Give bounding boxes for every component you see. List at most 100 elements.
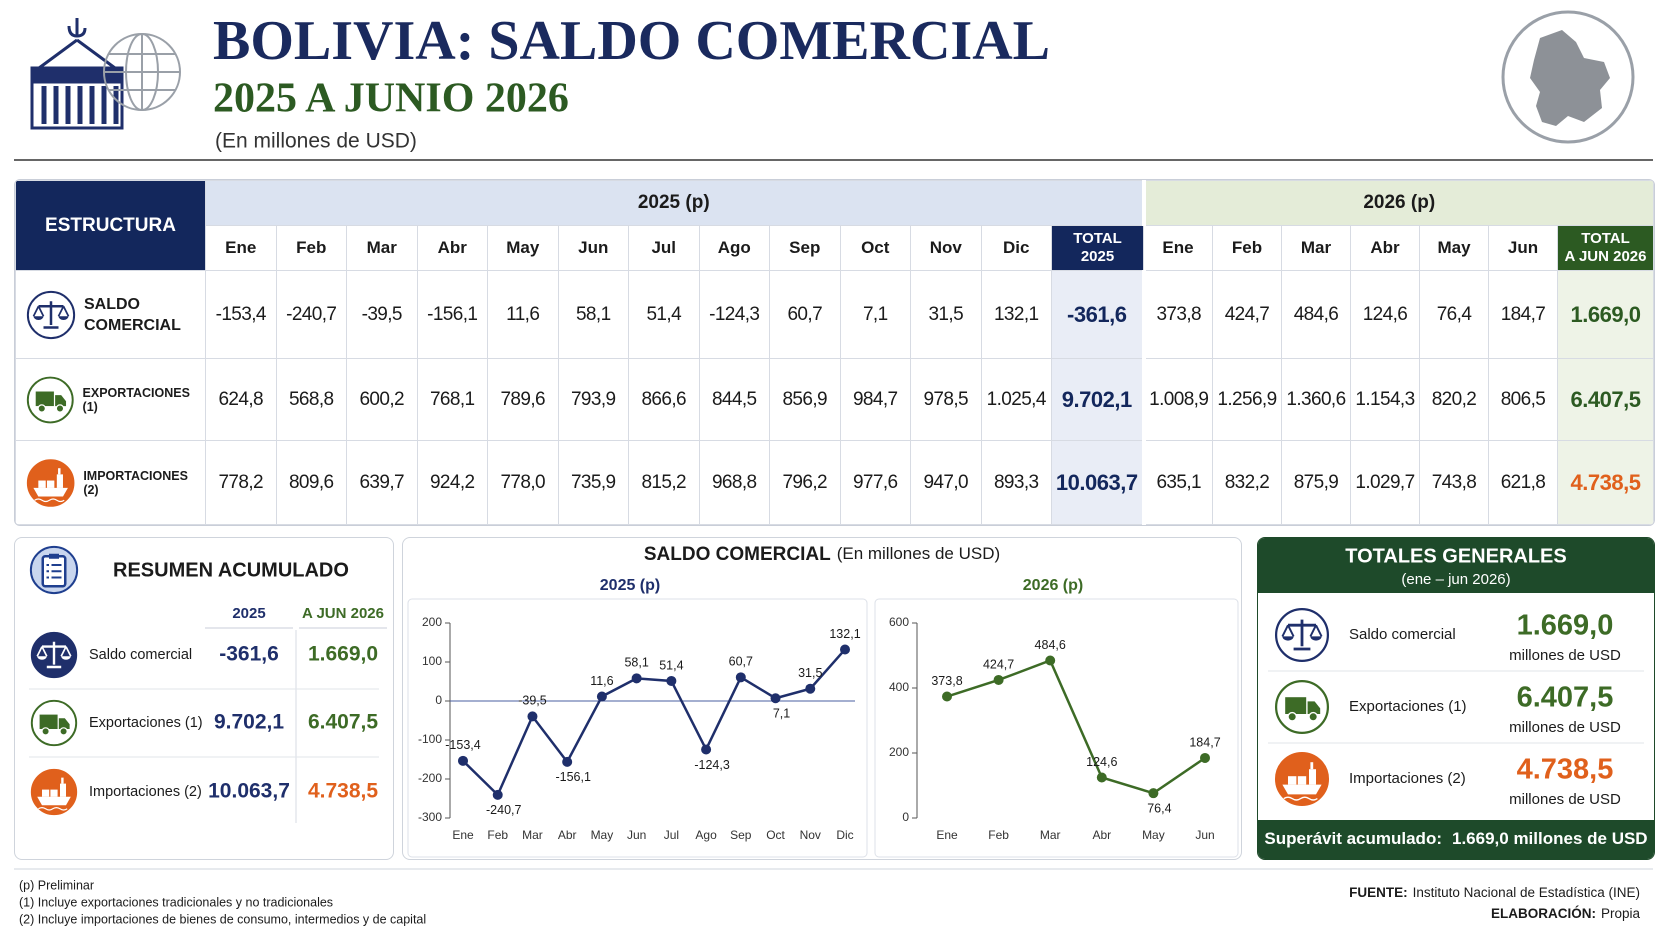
value-cell: 600,2 <box>346 358 418 441</box>
value-cell: 11,6 <box>487 270 559 359</box>
value-cell: 1.008,9 <box>1141 358 1213 441</box>
value-cell: 58,1 <box>557 270 629 359</box>
month-header: Ago <box>698 225 770 271</box>
month-header: Oct <box>839 225 911 271</box>
row-label-box: SALDO COMERCIAL <box>16 290 205 340</box>
icon-rect <box>60 783 66 797</box>
x-tick-label: Feb <box>487 828 508 842</box>
summary-row-label: Saldo comercial <box>89 647 192 663</box>
icon-circle <box>41 727 50 736</box>
totals-panel: TOTALES GENERALES (ene – jun 2026) Saldo c… <box>1257 537 1655 860</box>
icon-clip <box>29 545 79 595</box>
x-tick-label: Ene <box>452 828 474 842</box>
total-cell: 1.669,0 <box>1557 270 1654 359</box>
value-cell: 844,5 <box>698 358 770 441</box>
point <box>527 711 538 722</box>
total-cell: 9.702,1 <box>1051 358 1144 441</box>
total-header: TOTAL A JUN 2026 <box>1557 225 1654 271</box>
point <box>562 756 573 767</box>
x-tick-label: May <box>1142 828 1165 842</box>
data-row: EXPORTACIONES (1) 624,8 568,8 600,2 768,1 789… <box>15 358 1654 441</box>
value-cell: 977,6 <box>839 440 911 525</box>
totals-graphic: TOTALES GENERALES (ene – jun 2026) Saldo c… <box>1258 538 1654 859</box>
y-tick-label: 400 <box>889 680 909 694</box>
icon-truck <box>26 376 74 423</box>
value-cell: -124,3 <box>698 270 770 359</box>
series-line <box>462 648 846 798</box>
icon-path <box>36 646 72 657</box>
value-cell: -156,1 <box>416 270 488 359</box>
icon-path <box>1288 619 1316 651</box>
credit-elaboration: ELABORACIÓN: Propia <box>1491 906 1641 921</box>
month-header: Jun <box>557 225 629 271</box>
icon-rect <box>38 480 46 488</box>
x-tick-label: Sep <box>730 828 752 842</box>
total-header-line: TOTAL <box>1073 230 1122 247</box>
totals-footer: Superávit acumulado: 1.669,0 millones de … <box>1264 829 1647 848</box>
summary-panel: RESUMEN ACUMULADO 2025 A JUN 2026 Saldo com… <box>14 537 394 860</box>
group-header: 2026 (p) <box>1141 180 1654 226</box>
value-cell: 984,7 <box>839 358 911 441</box>
icon-rect <box>39 714 58 729</box>
summary-graphic: RESUMEN ACUMULADO 2025 A JUN 2026 Saldo com… <box>29 545 387 823</box>
x-tick-label: Jun <box>627 828 646 842</box>
icon-truck <box>1274 679 1330 735</box>
value-cell: 1.256,9 <box>1212 358 1282 441</box>
icon-path <box>34 497 65 502</box>
total-header-line: 2025 <box>1080 248 1115 265</box>
x-tick-label: Mar <box>522 828 543 842</box>
footnote: (p) Preliminar <box>19 878 94 892</box>
footnote: (2) Incluye importaciones de bienes de c… <box>19 912 426 926</box>
month-header: Abr <box>1350 225 1420 271</box>
point <box>1045 655 1056 666</box>
row-label-box: IMPORTACIONES (2) <box>16 458 205 508</box>
value-cell: 893,3 <box>980 440 1052 525</box>
totals-footer-bg <box>1258 820 1654 859</box>
point <box>1148 788 1159 799</box>
icon-balance <box>26 290 76 339</box>
totals-footer-label: Superávit acumulado: <box>1264 829 1442 848</box>
y-tick-label: 600 <box>889 615 909 629</box>
value-cell: 1.025,4 <box>980 358 1052 441</box>
value-cell: 184,7 <box>1488 270 1558 359</box>
data-label: -124,3 <box>694 758 729 772</box>
x-tick-label: Feb <box>988 828 1009 842</box>
value-cell: 815,2 <box>628 440 700 525</box>
value-cell: 856,9 <box>769 358 841 441</box>
point <box>666 675 677 686</box>
value-cell: 635,1 <box>1141 440 1213 525</box>
summary-value: 10.063,7 <box>208 780 290 803</box>
data-label: 184,7 <box>1189 735 1220 749</box>
x-tick-label: Abr <box>1092 828 1111 842</box>
point <box>735 672 746 683</box>
chart-panel-title: SALDO COMERCIAL (En millones de USD) <box>644 544 1000 565</box>
x-tick-label: Nov <box>800 828 821 842</box>
icon-rect <box>46 480 55 488</box>
value-cell: 820,2 <box>1419 358 1489 441</box>
totals-subtitle: (ene – jun 2026) <box>1401 571 1510 588</box>
icon-path <box>42 641 66 669</box>
point <box>1200 752 1210 763</box>
title: BOLIVIA: SALDO COMERCIAL <box>213 10 1050 72</box>
icon-rect <box>1288 776 1297 785</box>
value-cell: -153,4 <box>205 270 277 359</box>
point <box>701 744 712 755</box>
summary-value: 1.669,0 <box>308 643 378 666</box>
summary-value: 4.738,5 <box>308 780 378 803</box>
unit-note: (En millones de USD) <box>215 130 417 153</box>
credit-source: FUENTE: Instituto Nacional de Estadística… <box>1349 885 1640 900</box>
icon-circle <box>1308 711 1319 722</box>
data-label: 11,6 <box>590 674 613 688</box>
container-top <box>30 66 124 82</box>
credit-label: FUENTE: <box>1349 885 1408 900</box>
icon-ship <box>26 458 75 507</box>
container-ribs <box>41 86 119 124</box>
data-label: 51,4 <box>659 658 683 672</box>
month-header: Sep <box>769 225 841 271</box>
point <box>1096 772 1107 783</box>
footnote: (1) Incluye exportaciones tradicionales … <box>19 895 333 909</box>
total-cell: 4.738,5 <box>1557 440 1654 525</box>
totals-value: 4.738,5 <box>1517 754 1614 786</box>
month-header: Feb <box>275 225 347 271</box>
icon-path <box>1283 796 1318 801</box>
